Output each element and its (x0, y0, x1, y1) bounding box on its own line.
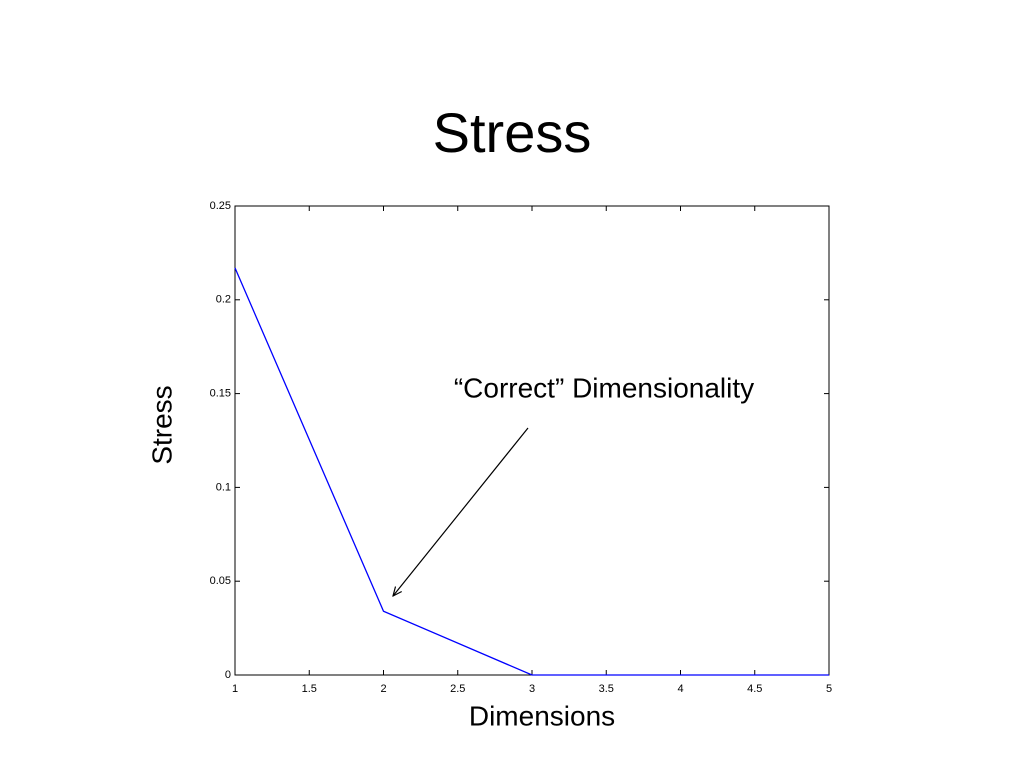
x-tick-label: 3 (529, 683, 535, 695)
x-tick-label: 3.5 (599, 683, 614, 695)
x-tick-label: 5 (826, 683, 832, 695)
x-tick-label: 1.5 (302, 683, 317, 695)
x-tick-label: 2 (380, 683, 386, 695)
y-tick-label: 0.25 (210, 200, 231, 212)
y-tick-label: 0.1 (216, 481, 231, 493)
y-tick-label: 0 (225, 669, 231, 681)
plot-frame (234, 205, 830, 676)
annotation: “Correct” Dimensionality (454, 372, 754, 403)
data-line (234, 267, 829, 676)
y-tick-label: 0.05 (210, 575, 231, 587)
y-axis-label: Stress (146, 385, 177, 464)
x-tick-label: 1 (232, 683, 238, 695)
y-tick-label: 0.2 (216, 294, 231, 306)
x-axis-label: Dimensions (469, 700, 615, 731)
x-tick-label: 4.5 (747, 683, 762, 695)
x-tick-label: 4 (677, 683, 683, 695)
chart-title: Stress (433, 101, 592, 164)
annotation-arrow (393, 427, 529, 596)
x-tick-label: 2.5 (450, 683, 465, 695)
y-tick-label: 0.15 (210, 388, 231, 400)
